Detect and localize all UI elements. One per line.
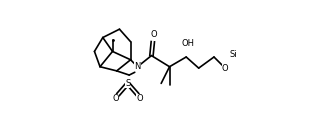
Text: S: S bbox=[125, 79, 130, 88]
Text: OH: OH bbox=[181, 39, 194, 48]
Text: O: O bbox=[222, 64, 228, 73]
Text: O: O bbox=[136, 94, 143, 103]
Text: O: O bbox=[113, 94, 119, 103]
Text: O: O bbox=[151, 30, 158, 39]
Text: Si: Si bbox=[230, 50, 237, 59]
Text: N: N bbox=[134, 62, 141, 71]
